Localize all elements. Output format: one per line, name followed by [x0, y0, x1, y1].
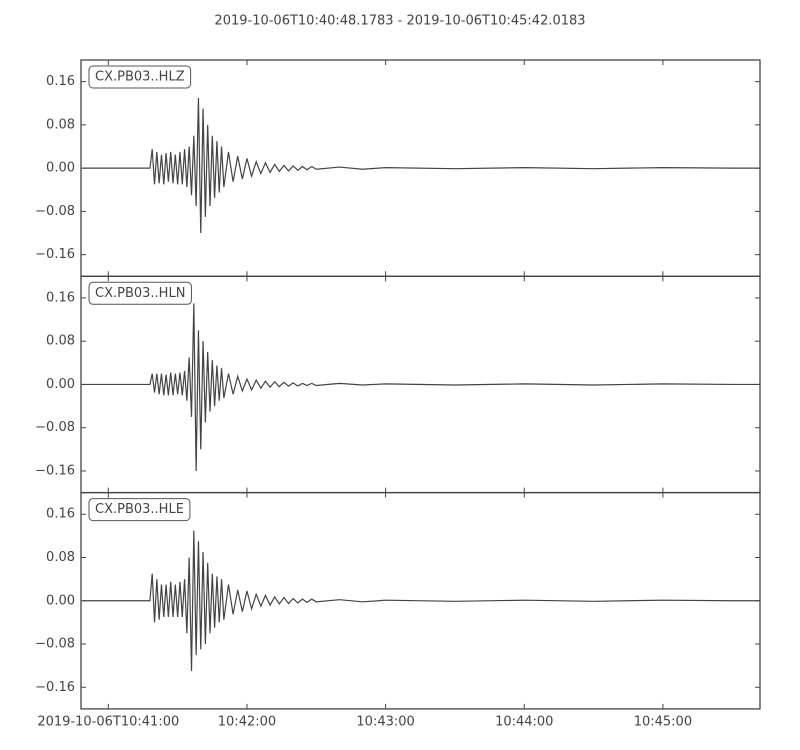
legend-label: CX.PB03..HLE — [95, 502, 184, 517]
y-tick-label: 0.00 — [46, 593, 75, 608]
legend-label: CX.PB03..HLN — [95, 286, 185, 301]
y-tick-label: 0.16 — [46, 74, 75, 89]
y-tick-label: −0.08 — [35, 204, 75, 219]
y-tick-label: −0.08 — [35, 637, 75, 652]
legend-box — [88, 281, 192, 305]
panel-frame — [80, 491, 761, 710]
y-tick-label: −0.16 — [35, 247, 75, 262]
y-tick-label: 0.16 — [46, 507, 75, 522]
y-tick-label: −0.16 — [35, 463, 75, 478]
y-tick-label: 0.08 — [46, 117, 75, 132]
y-tick-label: 0.00 — [46, 161, 75, 176]
waveform — [82, 530, 760, 672]
x-tick-label: 10:43:00 — [356, 714, 414, 729]
legend-box — [88, 498, 191, 522]
y-tick-label: 0.16 — [46, 290, 75, 305]
y-tick-label: 0.08 — [46, 550, 75, 565]
y-tick-label: −0.16 — [35, 680, 75, 695]
y-tick-label: 0.00 — [46, 377, 75, 392]
y-tick-label: −0.08 — [35, 420, 75, 435]
x-tick-label: 10:44:00 — [495, 714, 553, 729]
waveform — [82, 97, 760, 234]
y-tick-label: 0.08 — [46, 334, 75, 349]
x-tick-label: 10:42:00 — [218, 714, 276, 729]
x-tick-label: 2019-10-06T10:41:00 — [37, 714, 179, 729]
waveform — [82, 303, 760, 471]
x-tick-label: 10:45:00 — [634, 714, 692, 729]
legend-label: CX.PB03..HLZ — [95, 70, 185, 85]
chart-title: 2019-10-06T10:40:48.1783 - 2019-10-06T10… — [214, 14, 585, 29]
legend-box — [88, 65, 192, 89]
